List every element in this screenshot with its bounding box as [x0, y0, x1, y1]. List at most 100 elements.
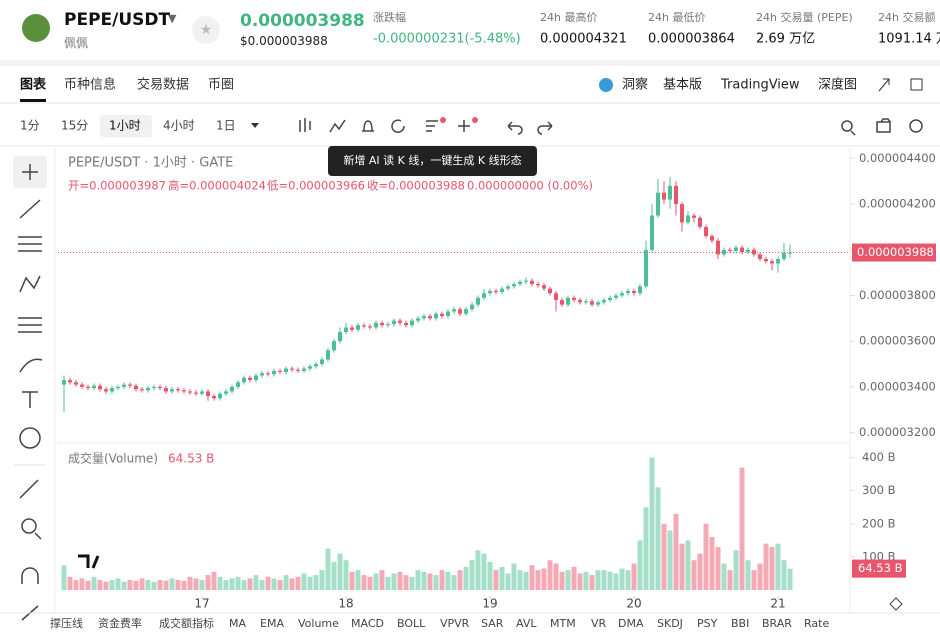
toolbar-icon[interactable]: [458, 120, 470, 132]
indicator[interactable]: 撑压线: [50, 616, 83, 630]
stat-value: 1091.14 万: [878, 32, 940, 47]
toolbar-icon[interactable]: [909, 119, 923, 133]
tab-right[interactable]: TradingView: [720, 78, 800, 93]
interval[interactable]: 15分: [61, 119, 88, 133]
candle-body: [362, 325, 366, 327]
pair[interactable]: PEPE/USDT: [64, 10, 171, 30]
drawing-tool[interactable]: [19, 479, 39, 499]
candle-body: [518, 281, 522, 285]
candle-body: [644, 249, 648, 287]
volume-bar: [505, 573, 511, 590]
interval-dropdown[interactable]: [251, 123, 259, 128]
chart-title: PEPE/USDT · 1小时 · GATE: [68, 156, 233, 171]
volume-bar: [757, 563, 763, 590]
volume-bar: [625, 570, 631, 590]
indicator[interactable]: VR: [591, 617, 607, 630]
drawing-tool[interactable]: [19, 275, 41, 293]
indicator[interactable]: 成交额指标: [159, 616, 214, 630]
indicator[interactable]: BBI: [731, 617, 749, 630]
drawing-tool[interactable]: [22, 391, 38, 408]
drawing-tool[interactable]: [18, 236, 42, 252]
toolbar-icon[interactable]: [876, 118, 891, 133]
interval[interactable]: 1日: [216, 119, 236, 133]
volume-bar: [109, 580, 115, 590]
indicator[interactable]: BOLL: [397, 617, 426, 630]
drawing-tool[interactable]: [19, 427, 41, 449]
candle-body: [344, 327, 348, 333]
drawing-tool[interactable]: [21, 518, 42, 540]
tab-right[interactable]: 洞察: [622, 78, 648, 93]
indicator[interactable]: DMA: [618, 617, 644, 630]
tab-right[interactable]: 基本版: [663, 78, 702, 93]
toolbar-icon[interactable]: [537, 121, 553, 135]
drawing-tool[interactable]: [18, 317, 42, 333]
candle-body: [686, 215, 690, 223]
candle-body: [698, 217, 702, 227]
volume-bar: [271, 578, 277, 590]
volume-bar: [541, 568, 547, 590]
toolbar-icon[interactable]: [391, 119, 405, 133]
volume-bar: [571, 566, 577, 590]
candle-body: [320, 359, 324, 365]
dropdown-arrow[interactable]: ▼: [168, 12, 177, 25]
candle-body: [278, 370, 282, 373]
volume-bar: [343, 560, 349, 590]
toolbar-icon[interactable]: [329, 119, 346, 133]
indicator[interactable]: SAR: [481, 617, 504, 630]
tab[interactable]: 币圈: [208, 78, 234, 93]
drawing-tool[interactable]: [22, 164, 38, 180]
indicator[interactable]: Rate: [804, 617, 829, 630]
interval[interactable]: 1小时: [109, 119, 141, 133]
volume-bar: [469, 560, 475, 590]
window-icon[interactable]: [910, 78, 923, 91]
toolbar-icon[interactable]: [362, 120, 374, 132]
candle-body: [356, 325, 360, 330]
candle-body: [602, 300, 606, 303]
volume-bar: [97, 580, 103, 590]
tab-right[interactable]: 深度图: [818, 77, 857, 93]
toolbar-icon[interactable]: [426, 120, 438, 132]
drawing-tool[interactable]: [19, 358, 43, 373]
interval[interactable]: 4小时: [163, 119, 195, 133]
x-tick-label: 18: [338, 597, 353, 611]
stat-label: 24h 交易量 (PEPE): [756, 10, 853, 24]
indicator[interactable]: PSY: [697, 617, 718, 630]
indicator[interactable]: MTM: [550, 617, 576, 630]
drawing-tool[interactable]: [21, 567, 39, 584]
candle-body: [662, 192, 666, 200]
indicator[interactable]: AVL: [516, 617, 537, 630]
indicator[interactable]: 资金费率: [98, 616, 142, 630]
indicator[interactable]: SKDJ: [657, 617, 683, 630]
candle-body: [638, 286, 642, 294]
tab[interactable]: 交易数据: [137, 77, 189, 93]
favorite[interactable]: ★: [192, 16, 220, 44]
volume-bar: [331, 561, 337, 590]
toolbar-icon[interactable]: [299, 118, 311, 132]
interval[interactable]: 1分: [20, 119, 40, 133]
expand-icon[interactable]: [878, 78, 890, 92]
indicator[interactable]: BRAR: [762, 617, 792, 630]
toolbar-icon[interactable]: [507, 121, 523, 135]
volume-bar: [601, 570, 607, 590]
candle-body: [200, 391, 204, 394]
volume-bar: [661, 523, 667, 590]
volume-bar: [727, 570, 733, 590]
indicator[interactable]: VPVR: [440, 617, 470, 630]
toolbar-icon[interactable]: [841, 120, 856, 136]
volume-bar: [637, 540, 643, 590]
volume-bar: [79, 578, 85, 590]
volume-bar: [427, 573, 433, 590]
settings-icon[interactable]: [889, 597, 903, 611]
header: [0, 0, 940, 60]
volume-bar: [457, 570, 463, 590]
volume-bar: [163, 580, 169, 590]
tab[interactable]: 币种信息: [64, 77, 116, 93]
indicator[interactable]: EMA: [260, 617, 284, 630]
indicator[interactable]: MA: [229, 617, 246, 630]
tab[interactable]: 图表: [20, 77, 47, 93]
indicator[interactable]: Volume: [298, 617, 339, 630]
drawing-tool[interactable]: [19, 199, 41, 219]
candle-body: [242, 377, 246, 383]
indicator[interactable]: MACD: [351, 617, 384, 630]
volume-bar: [451, 575, 457, 590]
